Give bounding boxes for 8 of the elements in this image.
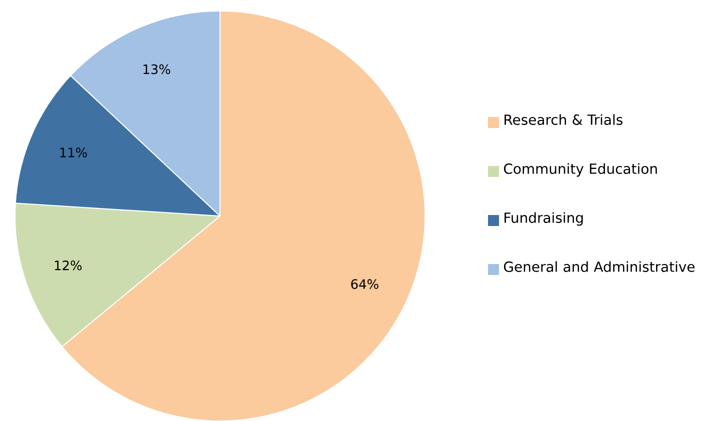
data-label: 12% [54,260,82,270]
legend-label: General and Administrative [504,260,695,272]
legend-label: Community Education [504,162,657,176]
data-label: 11% [60,147,87,158]
legend-label: Research & Trials [504,114,622,125]
legend-label: Fundraising [504,212,583,226]
data-label: 64% [351,278,378,289]
data-label: 13% [144,64,170,74]
